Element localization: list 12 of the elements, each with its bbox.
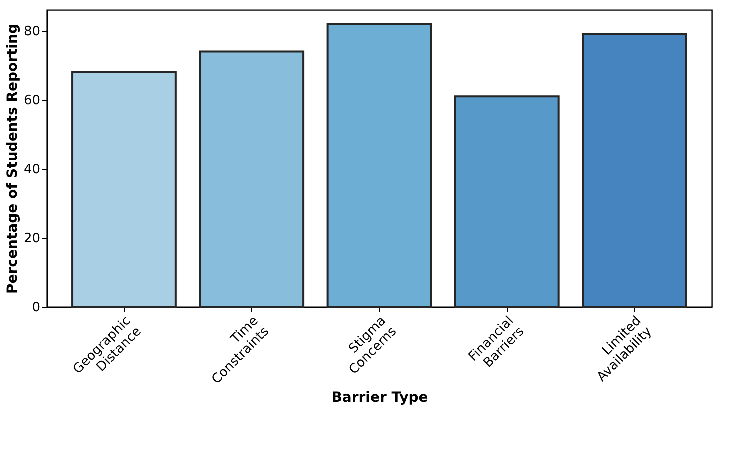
y-tick-label: 60 xyxy=(24,94,40,109)
y-tick-label: 80 xyxy=(24,24,40,40)
bar xyxy=(582,33,688,308)
bar xyxy=(326,23,432,308)
y-tick-label: 40 xyxy=(24,162,40,178)
y-axis-title: Percentage of Students Reporting xyxy=(4,24,21,294)
y-tick-label: 0 xyxy=(32,300,40,316)
bar xyxy=(72,71,177,308)
bar xyxy=(454,96,560,308)
x-axis-title: Barrier Type xyxy=(332,390,428,406)
y-tick-label: 20 xyxy=(24,232,40,247)
bar xyxy=(199,50,305,308)
